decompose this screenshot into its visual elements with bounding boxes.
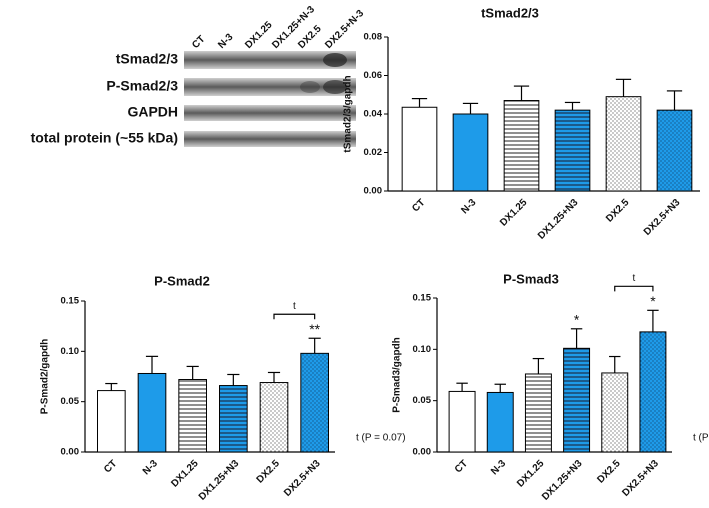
- x-tick-label: DX1.25: [515, 458, 547, 490]
- blot-lane-label: N-3: [216, 32, 235, 51]
- y-tick-label: 0.05: [413, 395, 432, 406]
- significance-bracket: [273, 313, 316, 320]
- significance-label: **: [309, 321, 320, 337]
- bar: [97, 390, 126, 453]
- bar: [601, 372, 629, 453]
- blot-row-label: GAPDH: [127, 104, 178, 120]
- blot-spot: [323, 80, 347, 94]
- blot-band: [184, 131, 356, 147]
- x-tick-label: CT: [410, 197, 427, 214]
- bracket-label: t: [632, 273, 635, 284]
- bar: [524, 373, 552, 453]
- x-tick-label: DX2.5+N3: [620, 458, 661, 499]
- x-tick-label: DX2.5: [255, 458, 283, 486]
- bar: [452, 113, 489, 192]
- x-tick-label: DX2.5+N3: [642, 197, 683, 238]
- y-tick-label: 0.06: [364, 70, 383, 81]
- chart-title: P-Smad3: [503, 271, 559, 286]
- bar: [300, 352, 329, 453]
- bar: [137, 372, 167, 453]
- y-tick-label: 0.00: [61, 447, 80, 458]
- bar: [178, 379, 207, 453]
- p-value-note: t (P = 0.07): [356, 433, 406, 444]
- bar: [401, 106, 438, 192]
- x-tick-label: DX2.5: [604, 197, 632, 225]
- x-tick-label: DX2.5: [595, 458, 623, 486]
- bar: [554, 109, 591, 192]
- significance-label: *: [574, 312, 580, 328]
- blot-row-label: tSmad2/3: [116, 51, 178, 67]
- blot-band: [184, 51, 356, 69]
- x-tick-label: DX1.25+N3: [197, 458, 242, 503]
- bracket-label: t: [293, 301, 296, 312]
- bar-chart: P-Smad2 P-Smad2/gapdh 0.00 0.05 0.10 0.15 CT N-…: [40, 273, 406, 502]
- y-axis-label: P-Smad3/gapdh: [392, 337, 403, 413]
- x-tick-label: DX2.5+N3: [282, 458, 323, 499]
- significance-label: *: [650, 293, 656, 309]
- y-tick-label: 0.04: [364, 109, 383, 120]
- y-tick-label: 0.08: [364, 32, 383, 43]
- blot-row-label: total protein (~55 kDa): [31, 130, 178, 146]
- p-value-note: t (P = 0.06): [693, 433, 709, 444]
- bar: [219, 385, 248, 453]
- y-tick-label: 0.00: [413, 447, 432, 458]
- x-tick-label: DX1.25: [498, 197, 530, 229]
- bar-chart: tSmad2/3 tSmad2/3/gapdh 0.00 0.02 0.04 0.06 0.…: [343, 5, 700, 242]
- y-tick-label: 0.10: [61, 346, 80, 357]
- bar: [259, 382, 289, 453]
- x-tick-label: N-3: [489, 458, 508, 477]
- significance-bracket: [614, 285, 654, 292]
- bar: [563, 347, 591, 453]
- y-tick-label: 0.10: [413, 344, 432, 355]
- bar: [486, 391, 514, 453]
- y-tick-label: 0.00: [364, 186, 383, 197]
- y-axis-label: tSmad2/3/gapdh: [343, 75, 354, 152]
- bar: [503, 100, 540, 192]
- bar-chart: P-Smad3 P-Smad3/gapdh 0.00 0.05 0.10 0.15 CT N-…: [392, 271, 709, 502]
- y-tick-label: 0.05: [61, 396, 80, 407]
- blot-lane-label: CT: [190, 34, 207, 51]
- blot-band: [184, 105, 356, 121]
- chart-title: P-Smad2: [154, 273, 210, 288]
- blot-lane-label: DX2.5+N-3: [323, 8, 366, 51]
- x-tick-label: DX1.25: [169, 458, 201, 490]
- bar: [639, 331, 667, 453]
- western-blot: tSmad2/3 P-Smad2/3 GAPDH total protein (…: [31, 4, 366, 147]
- bar: [656, 109, 693, 192]
- blot-lane-label: DX1.25: [243, 19, 275, 51]
- y-axis-label: P-Smad2/gapdh: [40, 339, 51, 415]
- x-tick-label: DX1.25+N3: [540, 458, 585, 503]
- x-tick-label: N-3: [141, 458, 160, 477]
- x-tick-label: DX1.25+N3: [536, 197, 581, 242]
- y-tick-label: 0.02: [364, 147, 383, 158]
- x-tick-label: CT: [102, 458, 119, 475]
- x-tick-label: N-3: [459, 197, 478, 216]
- bar: [605, 96, 642, 192]
- blot-spot: [300, 81, 320, 93]
- chart-title: tSmad2/3: [481, 5, 539, 20]
- blot-row-label: P-Smad2/3: [106, 78, 178, 94]
- blot-band: [184, 78, 356, 96]
- bar: [448, 390, 476, 453]
- blot-spot: [323, 53, 347, 67]
- y-tick-label: 0.15: [413, 293, 432, 304]
- y-tick-label: 0.15: [61, 296, 80, 307]
- x-tick-label: CT: [453, 458, 470, 475]
